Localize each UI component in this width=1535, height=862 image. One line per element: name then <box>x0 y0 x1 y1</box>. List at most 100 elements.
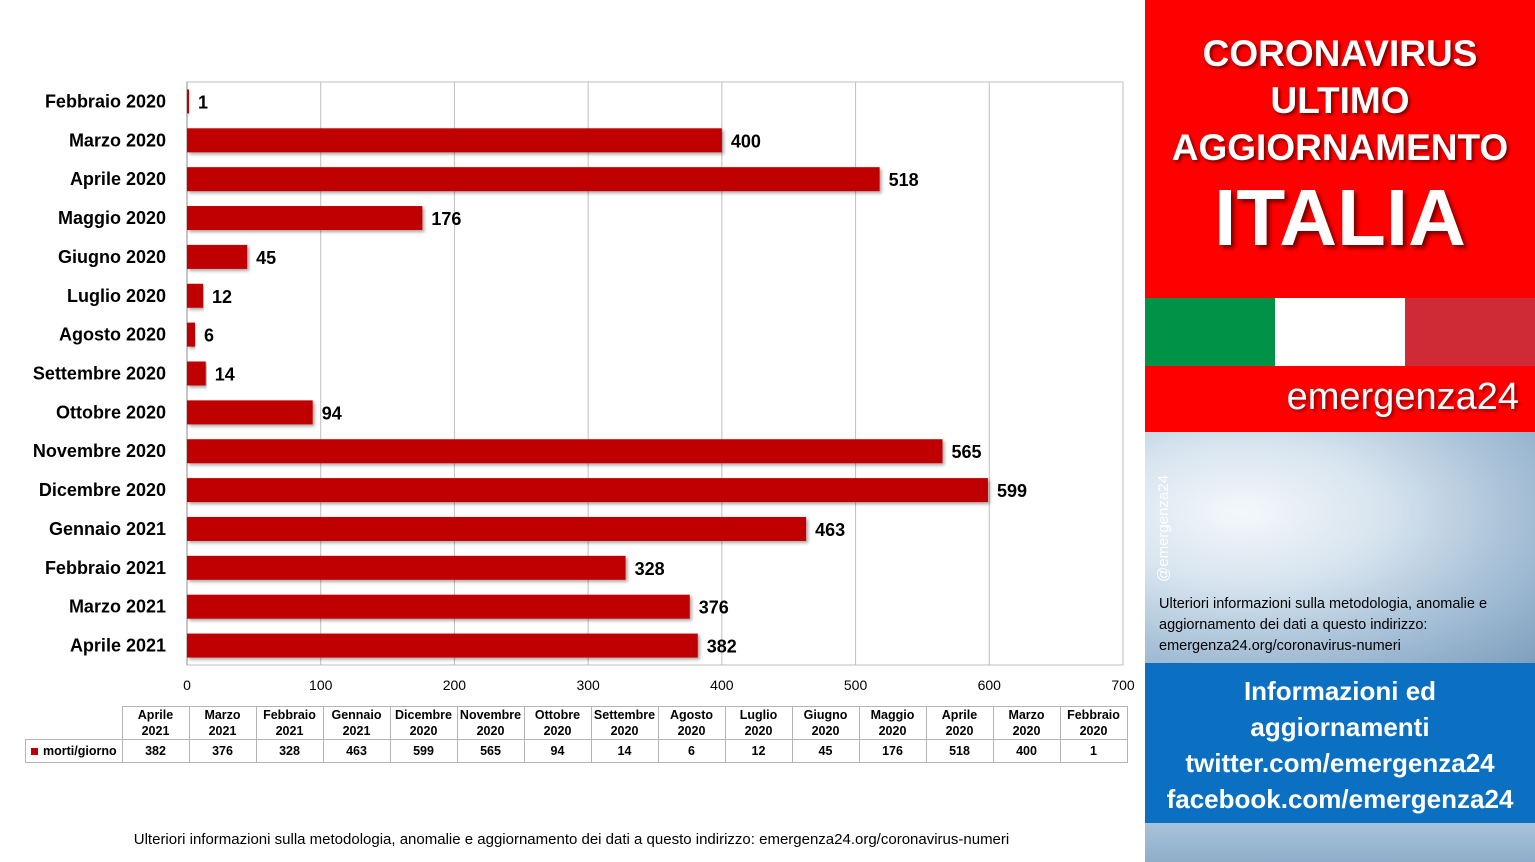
data-label: 14 <box>215 365 235 385</box>
data-label: 328 <box>635 559 665 579</box>
twitter-handle: @emergenza24 <box>1155 475 1172 582</box>
brand-name: emergenza24 <box>1286 376 1519 418</box>
brand-box: emergenza24 <box>1145 366 1535 432</box>
bar <box>187 633 698 658</box>
bar <box>187 283 204 308</box>
table-column-header: Gennaio 2021 <box>322 706 391 740</box>
table-column-header: Marzo 2020 <box>992 706 1061 740</box>
category-label: Dicembre 2020 <box>39 480 166 500</box>
data-label: 376 <box>699 598 729 618</box>
bar-chart: 0 100 200 300 400 500 600 700 Febbraio 2020 1 Marz… <box>33 81 1135 693</box>
table-column-header: Luglio 2020 <box>724 706 793 740</box>
category-label: Luglio 2020 <box>67 286 166 306</box>
data-label: 518 <box>889 170 919 190</box>
table-series-label: morti/giorno <box>25 739 123 763</box>
table-column-header: Settembre 2020 <box>590 706 659 740</box>
table-series-label-text: morti/giorno <box>43 744 117 758</box>
table-value-cell: 1 <box>1059 739 1128 763</box>
bar <box>187 478 988 503</box>
table-column-header: Novembre 2020 <box>456 706 525 740</box>
table-value-cell: 599 <box>389 739 458 763</box>
table-column-header: Maggio 2020 <box>858 706 927 740</box>
data-label: 463 <box>815 520 845 540</box>
table-corner <box>25 706 123 740</box>
bar <box>187 244 248 269</box>
x-tick-label: 400 <box>710 677 734 693</box>
table-value-cell: 463 <box>322 739 391 763</box>
table-column-header: Febbraio 2021 <box>255 706 324 740</box>
table-column-header: Dicembre 2020 <box>389 706 458 740</box>
italian-flag <box>1145 298 1535 366</box>
x-tick-label: 100 <box>309 677 333 693</box>
footnote: Ulteriori informazioni sulla metodologia… <box>133 831 1010 848</box>
x-tick-label: 0 <box>183 677 191 693</box>
info-line-2: aggiornamenti <box>1250 712 1430 742</box>
twitter-link[interactable]: twitter.com/emergenza24 <box>1185 748 1495 778</box>
data-label: 12 <box>212 287 232 307</box>
info-line-1: Informazioni ed <box>1243 676 1437 706</box>
bottom-photo-strip <box>1145 823 1535 862</box>
table-value-cell: 12 <box>724 739 793 763</box>
info-box: Informazioni ed aggiornamenti twitter.co… <box>1145 663 1535 823</box>
x-tick-label: 600 <box>978 677 1002 693</box>
sidebar: CORONAVIRUS ULTIMO AGGIORNAMENTO ITALIA … <box>1145 0 1535 862</box>
background-photo <box>1145 432 1535 663</box>
data-label: 565 <box>951 442 981 462</box>
bar <box>187 400 313 425</box>
category-label: Marzo 2020 <box>69 130 166 150</box>
country-title: ITALIA <box>1214 173 1466 262</box>
bar <box>187 206 423 231</box>
table-value-cell: 328 <box>255 739 324 763</box>
bar <box>187 516 807 541</box>
data-label: 382 <box>707 637 737 657</box>
category-label: Febbraio 2021 <box>45 558 166 578</box>
category-label: Gennaio 2021 <box>49 519 166 539</box>
title-line-2: ULTIMO <box>1270 80 1410 121</box>
table-value-cell: 518 <box>925 739 994 763</box>
table-column-header: Aprile 2020 <box>925 706 994 740</box>
chart-area: 0 100 200 300 400 500 600 700 Febbraio 2020 1 Marz… <box>25 81 1135 848</box>
flag-red-stripe <box>1405 298 1535 366</box>
table-header-row: Aprile 2021 Marzo 2021 Febbraio 2021 Gennaio 20… <box>25 706 1128 740</box>
table-column-header: Agosto 2020 <box>657 706 726 740</box>
x-tick-label: 700 <box>1111 677 1135 693</box>
category-label: Ottobre 2020 <box>56 402 166 422</box>
x-tick-label: 200 <box>443 677 467 693</box>
x-tick-label: 500 <box>844 677 868 693</box>
category-label: Settembre 2020 <box>33 364 166 384</box>
table-value-cell: 382 <box>121 739 190 763</box>
category-label: Novembre 2020 <box>33 441 166 461</box>
table-column-header: Giugno 2020 <box>791 706 860 740</box>
flag-green-stripe <box>1145 298 1275 366</box>
table-value-cell: 94 <box>523 739 592 763</box>
bar <box>187 439 943 464</box>
table-value-cell: 14 <box>590 739 659 763</box>
table-value-cell: 400 <box>992 739 1061 763</box>
data-label: 45 <box>256 248 276 268</box>
title-line-3: AGGIORNAMENTO <box>1171 127 1509 168</box>
title-line-1: CORONAVIRUS <box>1202 33 1478 74</box>
bar <box>187 128 722 153</box>
table-value-cell: 176 <box>858 739 927 763</box>
bar <box>187 555 626 580</box>
table-value-row: morti/giorno 382 376 328 463 599 565 94 14 6 12 45… <box>25 739 1128 763</box>
bar <box>187 89 189 114</box>
data-table: Aprile 2021 Marzo 2021 Febbraio 2021 Gennaio 20… <box>25 706 1128 763</box>
table-value-cell: 45 <box>791 739 860 763</box>
bar <box>187 322 196 347</box>
title-box: CORONAVIRUS ULTIMO AGGIORNAMENTO ITALIA <box>1145 0 1535 298</box>
table-column-header: Febbraio 2020 <box>1059 706 1128 740</box>
category-label: Maggio 2020 <box>58 208 166 228</box>
table-value-cell: 565 <box>456 739 525 763</box>
category-label: Marzo 2021 <box>69 597 166 617</box>
facebook-link[interactable]: facebook.com/emergenza24 <box>1166 784 1514 814</box>
data-label: 400 <box>731 131 761 151</box>
data-label: 94 <box>322 403 342 423</box>
data-label: 176 <box>431 209 461 229</box>
category-label: Aprile 2021 <box>70 636 166 656</box>
bar <box>187 361 206 386</box>
table-column-header: Aprile 2021 <box>121 706 190 740</box>
data-label: 1 <box>198 92 208 112</box>
series-swatch <box>31 748 38 756</box>
x-tick-label: 300 <box>576 677 600 693</box>
